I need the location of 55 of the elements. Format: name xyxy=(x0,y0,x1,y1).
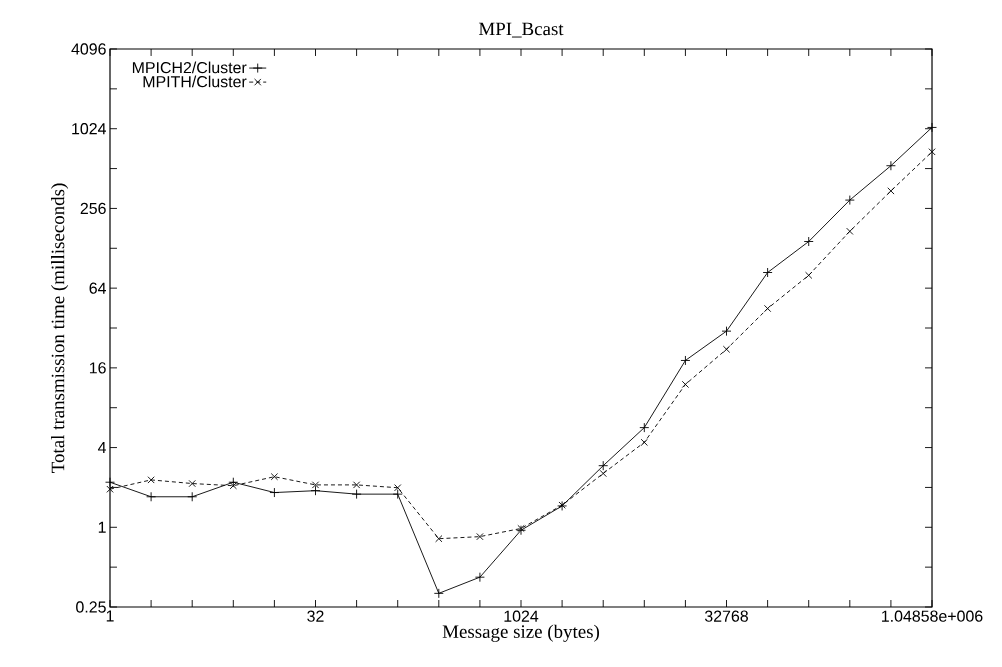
point xyxy=(885,160,896,171)
point xyxy=(270,473,279,481)
point xyxy=(147,476,155,484)
point xyxy=(188,479,196,488)
point xyxy=(805,271,813,279)
y-tick-label: 256 xyxy=(80,202,106,215)
point xyxy=(394,484,402,492)
point xyxy=(106,485,114,493)
point xyxy=(310,485,321,496)
point xyxy=(352,481,361,489)
x-tick-label: 1 xyxy=(106,610,114,622)
point xyxy=(269,487,280,498)
point xyxy=(476,533,484,541)
point xyxy=(105,477,115,488)
y-axis-title: Total transmission time (milliseconds) xyxy=(51,183,69,473)
x-tick-label: 1.04858e+006 xyxy=(882,610,983,622)
y-tick-label: 4096 xyxy=(71,43,106,55)
point xyxy=(599,469,607,478)
x-tick-label: 1024 xyxy=(504,610,539,622)
legend-label: MPICH2/Cluster xyxy=(132,61,247,74)
x-tick-label: 32 xyxy=(307,610,324,622)
point xyxy=(887,187,895,195)
point xyxy=(763,304,772,313)
point xyxy=(681,380,690,389)
point xyxy=(229,482,237,490)
y-tick-label: 4 xyxy=(97,442,106,454)
y-tick-label: 1024 xyxy=(72,123,106,135)
y-tick-label: 16 xyxy=(89,362,106,374)
x-tick-label: 32768 xyxy=(704,610,748,622)
y-tick-label: 1 xyxy=(98,521,106,533)
point xyxy=(927,122,937,133)
point xyxy=(474,572,485,583)
x-axis-title: Message size (bytes) xyxy=(442,624,600,642)
point xyxy=(392,489,403,500)
point xyxy=(146,491,157,502)
chart-title: MPI_Bcast xyxy=(478,22,564,38)
y-tick-label: 64 xyxy=(89,282,106,294)
point xyxy=(598,460,609,471)
point xyxy=(351,489,362,500)
point xyxy=(435,535,443,543)
point xyxy=(928,148,936,156)
point xyxy=(311,481,320,489)
point xyxy=(722,345,731,353)
point xyxy=(844,195,855,206)
y-tick-label: 0.25 xyxy=(76,601,106,613)
legend-label: MPITH/Cluster xyxy=(143,75,247,88)
point xyxy=(846,227,854,235)
point xyxy=(433,588,444,599)
point xyxy=(762,267,773,278)
point xyxy=(640,438,648,446)
point xyxy=(803,236,814,247)
point xyxy=(721,326,732,337)
point xyxy=(680,355,691,366)
point xyxy=(639,422,650,433)
point xyxy=(187,491,198,502)
